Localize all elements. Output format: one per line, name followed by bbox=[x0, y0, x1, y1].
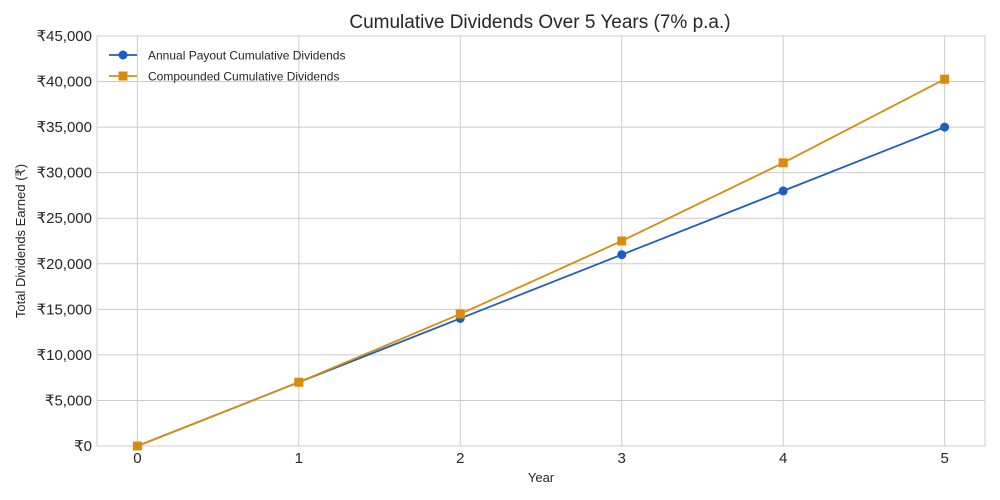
legend-label: Compounded Cumulative Dividends bbox=[148, 70, 339, 84]
data-point-circle bbox=[617, 250, 627, 260]
y-tick-label: ₹5,000 bbox=[45, 392, 92, 409]
y-axis-label: Total Dividends Earned (₹) bbox=[13, 164, 28, 318]
x-tick-labels: 0 1 2 3 4 5 bbox=[133, 450, 949, 467]
data-point-square bbox=[132, 441, 142, 451]
legend-label: Annual Payout Cumulative Dividends bbox=[148, 49, 345, 63]
x-tick-label: 0 bbox=[133, 450, 141, 467]
y-tick-labels: ₹0 ₹5,000 ₹10,000 ₹15,000 ₹20,000 ₹25,000 ₹30,… bbox=[37, 28, 92, 455]
y-tick-label: ₹45,000 bbox=[37, 28, 92, 45]
x-tick-label: 2 bbox=[456, 450, 464, 467]
x-tick-label: 1 bbox=[295, 450, 303, 467]
data-point-square bbox=[294, 377, 304, 387]
y-tick-label: ₹30,000 bbox=[37, 165, 92, 182]
legend-marker-square bbox=[118, 71, 128, 81]
y-tick-label: ₹40,000 bbox=[37, 74, 92, 91]
series-layer bbox=[132, 74, 950, 451]
legend-marker-circle bbox=[118, 50, 128, 60]
y-tick-label: ₹20,000 bbox=[37, 256, 92, 273]
legend: Annual Payout Cumulative Dividends Compou… bbox=[109, 49, 345, 84]
y-tick-label: ₹0 bbox=[74, 438, 92, 455]
series-line-1 bbox=[137, 78, 946, 447]
x-axis-label: Year bbox=[528, 470, 555, 485]
y-tick-label: ₹10,000 bbox=[37, 347, 92, 364]
data-point-square bbox=[617, 236, 627, 246]
x-tick-label: 4 bbox=[779, 450, 787, 467]
data-point-square bbox=[455, 309, 465, 319]
x-tick-label: 5 bbox=[940, 450, 948, 467]
data-point-circle bbox=[778, 186, 788, 196]
plot-frame bbox=[96, 35, 986, 447]
chart-title: Cumulative Dividends Over 5 Years (7% p.… bbox=[349, 12, 730, 33]
data-point-circle bbox=[940, 122, 950, 132]
grid-lines bbox=[97, 35, 985, 447]
x-tick-label: 3 bbox=[618, 450, 626, 467]
data-point-square bbox=[940, 74, 950, 84]
data-point-square bbox=[778, 158, 788, 168]
y-tick-label: ₹35,000 bbox=[37, 119, 92, 136]
y-tick-label: ₹25,000 bbox=[37, 210, 92, 227]
y-tick-label: ₹15,000 bbox=[37, 301, 92, 318]
